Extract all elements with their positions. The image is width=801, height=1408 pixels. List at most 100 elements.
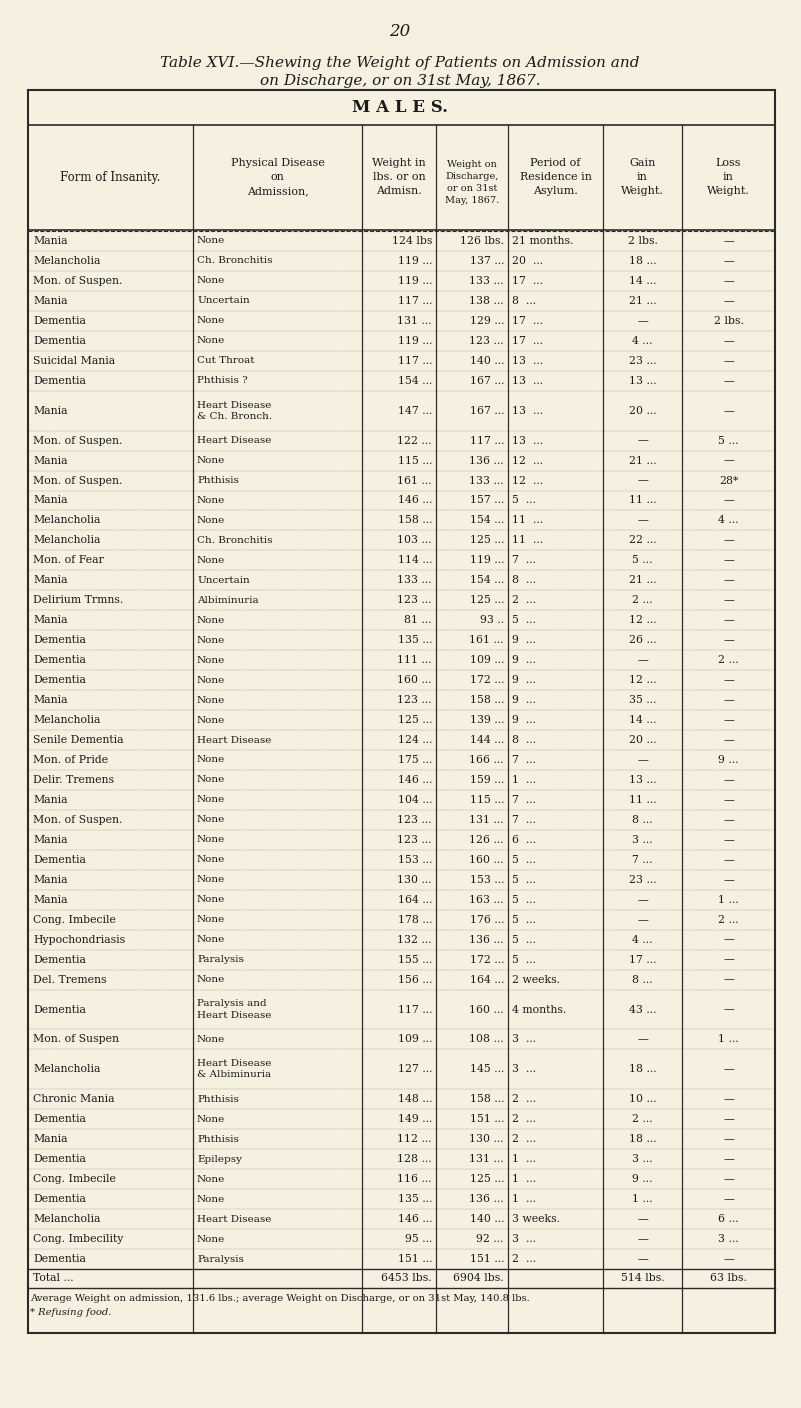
Text: 14 ...: 14 ... [629, 715, 656, 725]
Text: 8  ...: 8 ... [512, 296, 536, 306]
Text: 129 ...: 129 ... [469, 315, 504, 325]
Text: —: — [723, 596, 734, 605]
Text: 7  ...: 7 ... [512, 796, 536, 805]
Text: Cong. Imbecile: Cong. Imbecile [33, 915, 116, 925]
Text: Mania: Mania [33, 406, 67, 415]
Text: 139 ...: 139 ... [469, 715, 504, 725]
Text: 166 ...: 166 ... [469, 755, 504, 765]
Text: None: None [197, 1115, 225, 1124]
Text: Dementia: Dementia [33, 1114, 86, 1125]
Text: —: — [637, 435, 648, 445]
Text: 160 ...: 160 ... [469, 1004, 504, 1015]
Text: Gain
in
Weight.: Gain in Weight. [621, 159, 664, 197]
Text: None: None [197, 915, 225, 924]
Text: 130 ...: 130 ... [469, 1135, 504, 1145]
Text: 20  ...: 20 ... [512, 256, 543, 266]
Text: 133 ...: 133 ... [469, 276, 504, 286]
Text: 5  ...: 5 ... [512, 955, 536, 964]
Text: 131 ...: 131 ... [397, 315, 432, 325]
Bar [28, 90, 775, 1333]
Text: None: None [197, 715, 225, 725]
Text: 7  ...: 7 ... [512, 555, 536, 566]
Text: Heart Disease
& Albiminuria: Heart Disease & Albiminuria [197, 1059, 272, 1080]
Text: 7 ...: 7 ... [632, 855, 653, 865]
Text: Senile Dementia: Senile Dementia [33, 735, 123, 745]
Text: 154 ...: 154 ... [469, 576, 504, 586]
Text: Mania: Mania [33, 615, 67, 625]
Text: None: None [197, 515, 225, 525]
Text: 2  ...: 2 ... [512, 596, 536, 605]
Text: 125 ...: 125 ... [469, 535, 504, 545]
Text: 151 ...: 151 ... [469, 1255, 504, 1264]
Text: None: None [197, 976, 225, 984]
Text: 2 ...: 2 ... [632, 1114, 653, 1125]
Text: —: — [723, 576, 734, 586]
Text: 115 ...: 115 ... [397, 456, 432, 466]
Text: Melancholia: Melancholia [33, 1214, 100, 1224]
Text: 11 ...: 11 ... [629, 796, 656, 805]
Text: 13  ...: 13 ... [512, 376, 543, 386]
Text: Mania: Mania [33, 894, 67, 905]
Text: None: None [197, 776, 225, 784]
Text: 167 ...: 167 ... [469, 406, 504, 415]
Text: 13  ...: 13 ... [512, 356, 543, 366]
Text: 1 ...: 1 ... [718, 894, 739, 905]
Text: 5 ...: 5 ... [718, 435, 739, 445]
Text: 2  ...: 2 ... [512, 1255, 536, 1264]
Text: 4 months.: 4 months. [512, 1004, 566, 1015]
Text: 20 ...: 20 ... [629, 735, 656, 745]
Text: 116 ...: 116 ... [397, 1174, 432, 1184]
Text: —: — [723, 974, 734, 984]
Text: —: — [637, 515, 648, 525]
Text: Dementia: Dementia [33, 335, 86, 346]
Text: Table XVI.—Shewing the Weight of Patients on Admission and: Table XVI.—Shewing the Weight of Patient… [160, 56, 640, 70]
Text: Mania: Mania [33, 576, 67, 586]
Text: 151 ...: 151 ... [397, 1255, 432, 1264]
Text: Ch. Bronchitis: Ch. Bronchitis [197, 536, 272, 545]
Text: 117 ...: 117 ... [469, 435, 504, 445]
Text: 21 months.: 21 months. [512, 237, 574, 246]
Text: —: — [637, 1233, 648, 1245]
Text: 140 ...: 140 ... [469, 356, 504, 366]
Text: 2 weeks.: 2 weeks. [512, 974, 560, 984]
Text: Dementia: Dementia [33, 955, 86, 964]
Text: 81 ...: 81 ... [405, 615, 432, 625]
Text: 1  ...: 1 ... [512, 774, 536, 784]
Text: 10 ...: 10 ... [629, 1094, 656, 1104]
Text: —: — [723, 1004, 734, 1015]
Text: Phthisis: Phthisis [197, 476, 239, 484]
Text: —: — [723, 635, 734, 645]
Text: None: None [197, 696, 225, 704]
Text: 122 ...: 122 ... [397, 435, 432, 445]
Text: 95 ...: 95 ... [405, 1233, 432, 1245]
Text: 9 ...: 9 ... [632, 1174, 653, 1184]
Text: 18 ...: 18 ... [629, 1064, 656, 1074]
Text: 2 ...: 2 ... [718, 915, 739, 925]
Text: Dementia: Dementia [33, 1155, 86, 1164]
Text: Mania: Mania [33, 496, 67, 505]
Text: Melancholia: Melancholia [33, 715, 100, 725]
Text: 131 ...: 131 ... [469, 815, 504, 825]
Text: —: — [723, 1194, 734, 1204]
Text: Dementia: Dementia [33, 1255, 86, 1264]
Text: Cong. Imbecility: Cong. Imbecility [33, 1233, 123, 1245]
Text: 514 lbs.: 514 lbs. [621, 1273, 664, 1283]
Text: 2 lbs.: 2 lbs. [627, 237, 658, 246]
Text: 9  ...: 9 ... [512, 696, 536, 705]
Text: 148 ...: 148 ... [397, 1094, 432, 1104]
Text: —: — [723, 237, 734, 246]
Text: —: — [723, 1255, 734, 1264]
Text: 92 ...: 92 ... [477, 1233, 504, 1245]
Text: Melancholia: Melancholia [33, 1064, 100, 1074]
Text: 131 ...: 131 ... [469, 1155, 504, 1164]
Text: 6453 lbs.: 6453 lbs. [381, 1273, 432, 1283]
Text: 178 ...: 178 ... [397, 915, 432, 925]
Text: 17 ...: 17 ... [629, 955, 656, 964]
Text: —: — [723, 796, 734, 805]
Text: Melancholia: Melancholia [33, 515, 100, 525]
Text: None: None [197, 935, 225, 945]
Text: 12  ...: 12 ... [512, 476, 543, 486]
Text: Melancholia: Melancholia [33, 535, 100, 545]
Text: Mon. of Fear: Mon. of Fear [33, 555, 104, 566]
Text: —: — [723, 715, 734, 725]
